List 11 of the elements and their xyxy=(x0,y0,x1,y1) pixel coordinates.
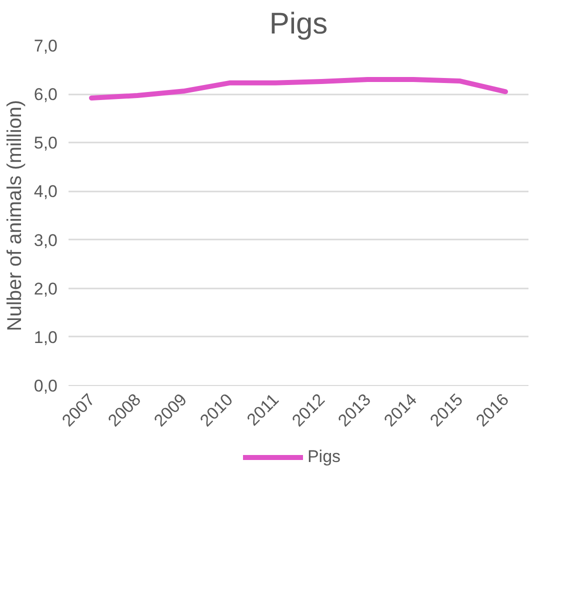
y-tick-label: 2,0 xyxy=(34,279,58,298)
y-tick-label: 6,0 xyxy=(34,85,58,104)
y-tick-label: 3,0 xyxy=(34,230,58,250)
y-axis-title: Nulber of animals (million) xyxy=(4,100,26,332)
y-tick-label: 0,0 xyxy=(34,376,58,396)
y-tick-label: 1,0 xyxy=(34,328,58,347)
y-tick-label: 7,0 xyxy=(34,36,58,56)
y-tick-label: 5,0 xyxy=(34,134,58,153)
y-tick-label: 4,0 xyxy=(34,182,58,202)
chart-title: Pigs xyxy=(269,8,328,40)
legend-label: Pigs xyxy=(307,446,341,466)
